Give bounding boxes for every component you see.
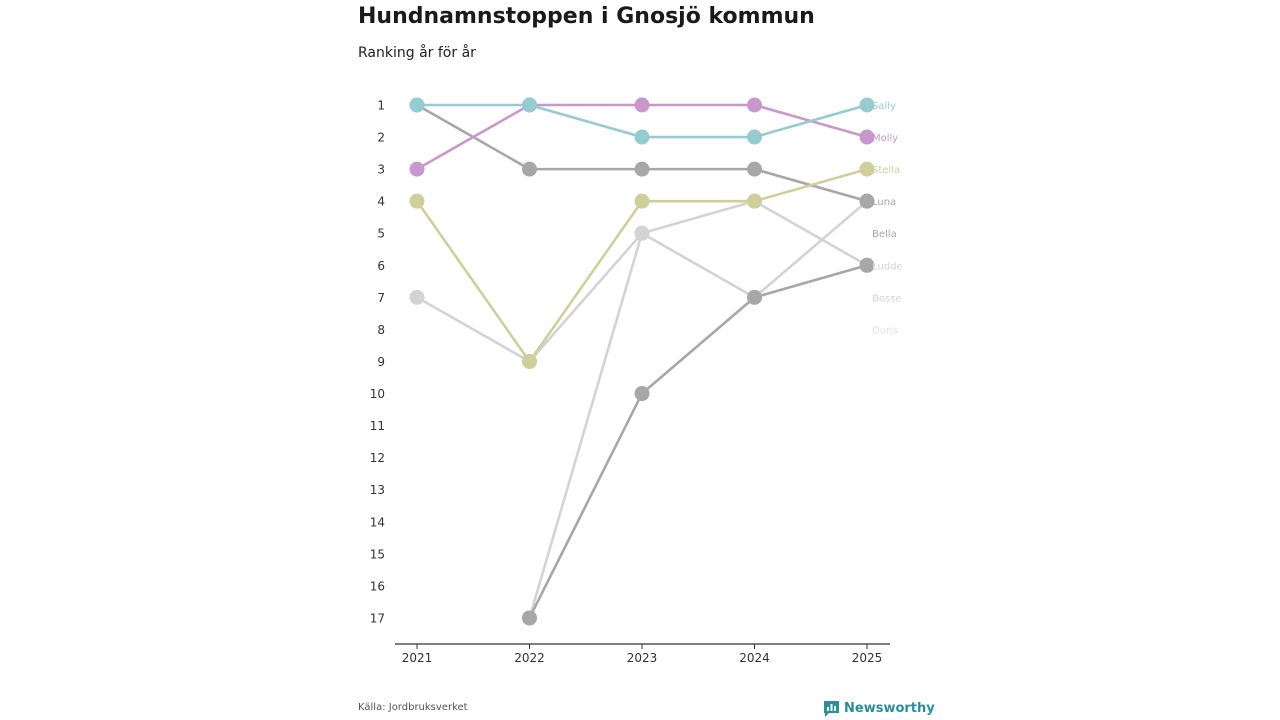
y-tick-label: 5 xyxy=(377,227,385,241)
data-point-bella xyxy=(634,386,650,402)
data-point-ludde xyxy=(409,289,425,305)
chart-subtitle: Ranking år för år xyxy=(358,45,476,61)
newsworthy-logo-icon xyxy=(824,701,839,717)
x-tick-label: 2022 xyxy=(514,651,545,665)
data-point-stella xyxy=(634,193,650,209)
y-tick-label: 7 xyxy=(377,291,385,305)
brand-name: Newsworthy xyxy=(844,701,935,716)
data-point-luna xyxy=(747,161,762,177)
data-point-stella xyxy=(747,193,762,209)
y-tick-label: 14 xyxy=(370,515,385,529)
data-point-sally xyxy=(859,97,875,113)
series-label-luna: Luna xyxy=(872,197,896,208)
data-point-bella xyxy=(859,257,875,273)
data-point-molly xyxy=(747,97,762,113)
series-label-bella: Bella xyxy=(872,229,897,240)
data-point-stella xyxy=(859,161,875,177)
series-line-bella xyxy=(528,264,868,619)
data-point-bella xyxy=(522,610,537,626)
data-point-bella xyxy=(747,289,762,305)
source-note: Källa: Jordbruksverket xyxy=(358,702,468,713)
y-tick-label: 13 xyxy=(370,483,385,497)
data-point-sally xyxy=(409,97,425,113)
y-tick-label: 15 xyxy=(370,547,385,561)
data-point-sally xyxy=(747,129,762,145)
series-line-ludde xyxy=(416,200,868,363)
series-line-bosse xyxy=(528,199,868,619)
series-label-sally: Sally xyxy=(872,101,896,112)
y-tick-label: 11 xyxy=(370,419,385,433)
y-tick-label: 12 xyxy=(370,451,385,465)
y-tick-label: 9 xyxy=(377,355,385,369)
x-tick-label: 2021 xyxy=(402,651,433,665)
series-label-ludde: Ludde xyxy=(872,261,903,272)
data-point-molly xyxy=(409,161,425,177)
series-label-molly: Molly xyxy=(872,133,898,144)
data-point-molly xyxy=(859,129,875,145)
y-tick-label: 4 xyxy=(377,195,385,209)
data-point-molly xyxy=(634,97,650,113)
y-tick-label: 8 xyxy=(377,323,385,337)
data-point-stella xyxy=(409,193,425,209)
y-tick-label: 17 xyxy=(370,611,385,625)
data-point-luna xyxy=(859,193,875,209)
series-label-stella: Stella xyxy=(872,165,900,176)
series-label-bosse: Bosse xyxy=(872,293,902,304)
y-tick-label: 2 xyxy=(377,131,385,145)
data-point-luna xyxy=(522,161,537,177)
chart-title: Hundnamnstoppen i Gnosjö kommun xyxy=(358,4,815,29)
data-point-sally xyxy=(522,97,537,113)
data-point-ludde xyxy=(634,225,650,241)
x-tick-label: 2024 xyxy=(739,651,770,665)
data-point-sally xyxy=(634,129,650,145)
data-point-stella xyxy=(522,353,537,369)
y-tick-label: 10 xyxy=(370,387,385,401)
y-tick-label: 1 xyxy=(377,99,385,113)
data-point-luna xyxy=(634,161,650,177)
y-tick-label: 16 xyxy=(370,579,385,593)
brand-logo[interactable]: Newsworthy xyxy=(823,700,935,717)
series-line-luna xyxy=(416,103,868,203)
y-tick-label: 3 xyxy=(377,163,385,177)
y-tick-label: 6 xyxy=(377,259,385,273)
series-label-doris: Doris xyxy=(872,325,898,336)
x-tick-label: 2023 xyxy=(627,651,658,665)
x-tick-label: 2025 xyxy=(852,651,883,665)
